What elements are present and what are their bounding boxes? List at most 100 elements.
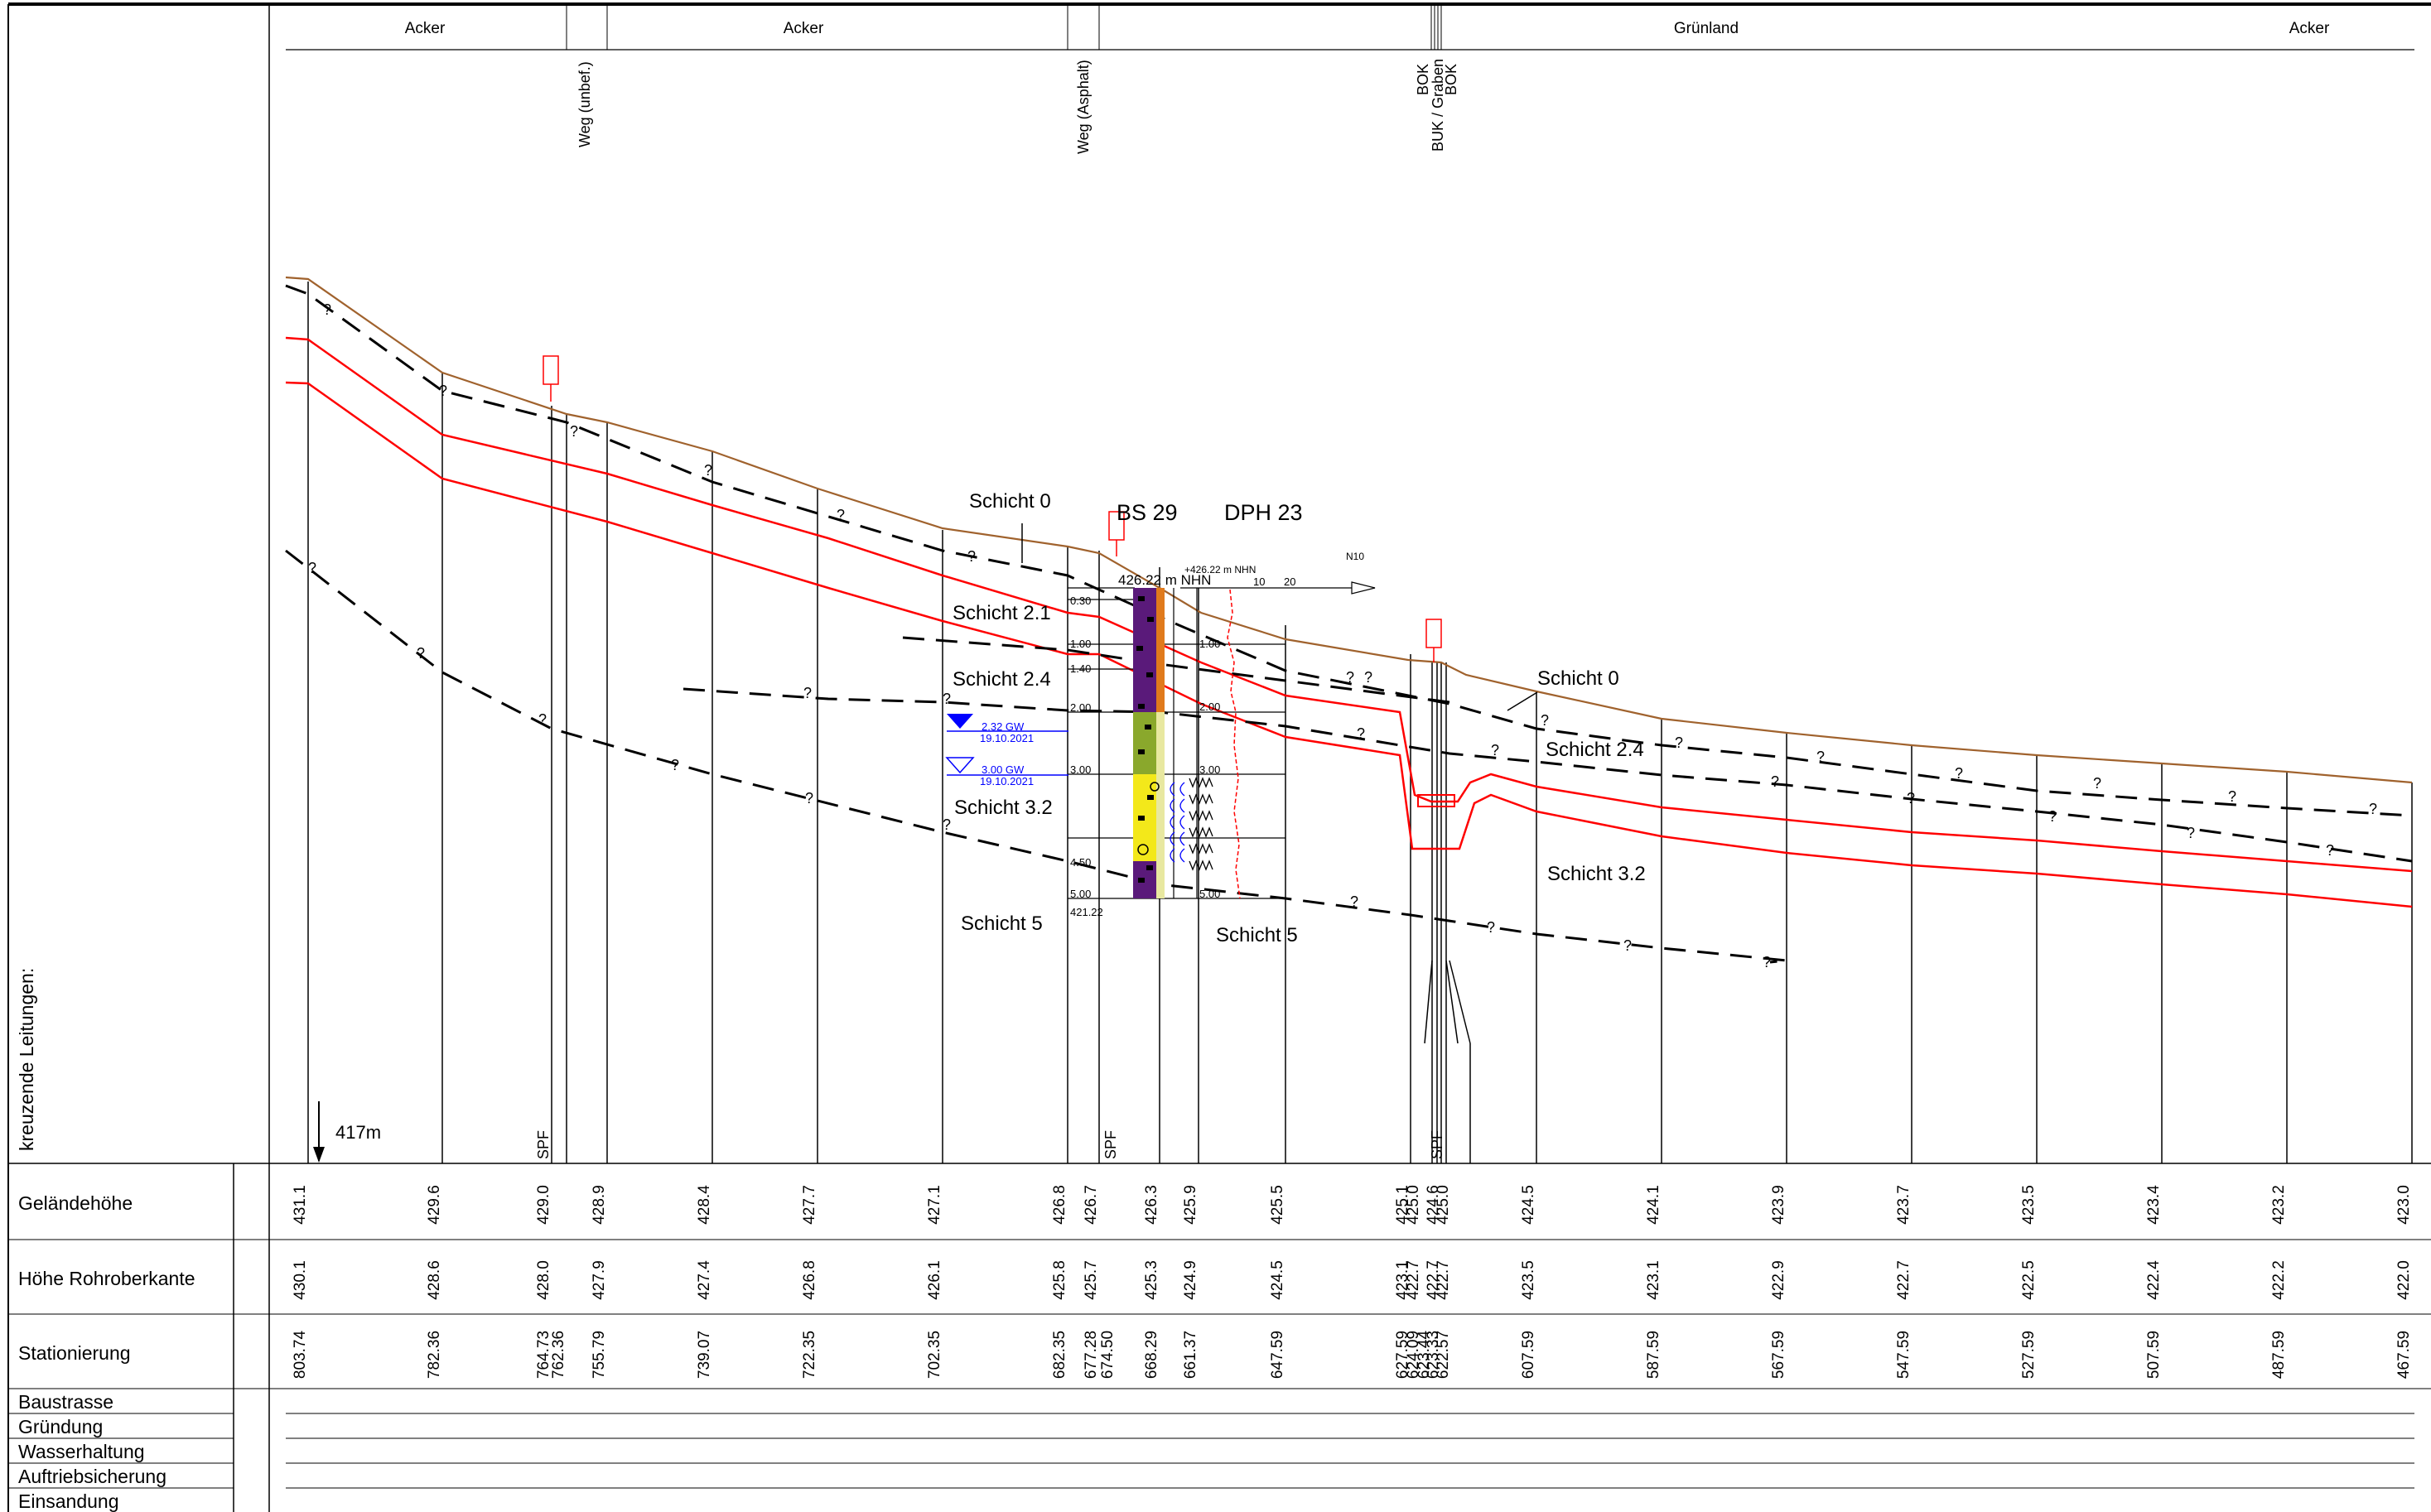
svg-text:2.00: 2.00 bbox=[1199, 701, 1220, 713]
table-cell-s-14: 627.59 bbox=[1394, 1331, 1411, 1379]
svg-text:?: ? bbox=[671, 757, 679, 773]
depth-labels: 0.30 1.00 1.40 2.00 3.00 4.50 5.00 421.2… bbox=[1070, 595, 1220, 918]
svg-text:?: ? bbox=[704, 462, 712, 479]
table-cell-g-15: 425.0 bbox=[1405, 1185, 1422, 1225]
table-cell-g-2: 429.0 bbox=[535, 1185, 552, 1225]
borehole-title: BS 29 bbox=[1117, 500, 1178, 525]
boundary-schicht-2-4 bbox=[902, 636, 1450, 704]
svg-text:?: ? bbox=[308, 560, 316, 576]
row-label-baustrasse: Baustrasse bbox=[18, 1391, 113, 1413]
row-label-gruendung: Gründung bbox=[18, 1416, 103, 1437]
svg-text:?: ? bbox=[1675, 734, 1683, 751]
table-cell-s-12: 661.37 bbox=[1182, 1331, 1199, 1379]
svg-text:5.00: 5.00 bbox=[1070, 888, 1091, 900]
table-cell-r-11: 425.3 bbox=[1143, 1260, 1160, 1300]
table-cell-r-25: 422.2 bbox=[2270, 1260, 2288, 1300]
svg-text:?: ? bbox=[967, 548, 976, 565]
svg-text:?: ? bbox=[538, 711, 547, 728]
table-cell-g-18: 425.0 bbox=[1435, 1185, 1452, 1225]
label-schicht-0: Schicht 0 bbox=[969, 490, 1051, 513]
row-label-einsandung: Einsandung bbox=[18, 1490, 119, 1512]
table-cell-r-24: 422.4 bbox=[2145, 1260, 2163, 1300]
question-marks: ? ? ? ? ? ? ? ? ? ? ? ? ? ? ? ? ? ? ? ? … bbox=[308, 301, 2377, 970]
station-lines bbox=[307, 282, 2413, 1163]
table-cell-g-23: 423.5 bbox=[2020, 1185, 2038, 1225]
table-cell-r-1: 428.6 bbox=[426, 1260, 443, 1300]
row-label-wasserhaltung: Wasserhaltung bbox=[18, 1441, 145, 1462]
svg-text:?: ? bbox=[1816, 749, 1825, 765]
table-cell-r-9: 425.7 bbox=[1083, 1260, 1100, 1300]
table-cell-g-13: 425.5 bbox=[1269, 1185, 1286, 1225]
table-cell-r-20: 423.1 bbox=[1645, 1260, 1662, 1300]
borehole-bs29: BS 29 DPH 23 426.22 m NHN +426.22 m NHN … bbox=[1068, 500, 1376, 918]
table-cell-s-26: 467.59 bbox=[2395, 1331, 2413, 1379]
table-cell-g-14: 425.1 bbox=[1394, 1185, 1411, 1225]
svg-text:?: ? bbox=[417, 645, 425, 662]
survey-markers bbox=[543, 355, 1442, 662]
svg-text:1.00: 1.00 bbox=[1199, 638, 1220, 650]
svg-text:?: ? bbox=[943, 816, 951, 833]
table-cell-g-4: 428.9 bbox=[591, 1185, 608, 1225]
soil-layer-orange bbox=[1156, 588, 1165, 712]
weg-unbef-label: Weg (unbef.) bbox=[576, 61, 593, 147]
table-values: 431.1 430.1 803.74 429.6 428.6 782.36 429.0 428… bbox=[292, 1185, 2413, 1379]
wet-symbols bbox=[1170, 782, 1185, 863]
buk-graben-label: BUK / Graben bbox=[1430, 59, 1446, 152]
svg-text:?: ? bbox=[2048, 808, 2057, 825]
svg-text:?: ? bbox=[1771, 773, 1779, 790]
table-cell-s-25: 487.59 bbox=[2270, 1331, 2288, 1379]
svg-text:?: ? bbox=[1955, 765, 1963, 782]
label-schicht-2-4-right: Schicht 2.4 bbox=[1546, 739, 1644, 761]
svg-text:?: ? bbox=[1763, 954, 1771, 970]
table-cell-g-20: 424.1 bbox=[1645, 1185, 1662, 1225]
terrain-line bbox=[285, 276, 2413, 784]
svg-text:?: ? bbox=[1350, 893, 1358, 910]
table-cell-s-22: 547.59 bbox=[1895, 1331, 1912, 1379]
label-schicht-3-2-right: Schicht 3.2 bbox=[1547, 863, 1646, 885]
spf-label-1: SPF bbox=[535, 1130, 552, 1159]
svg-text:?: ? bbox=[2326, 842, 2334, 859]
table-cell-s-20: 587.59 bbox=[1645, 1331, 1662, 1379]
table-cell-g-25: 423.2 bbox=[2270, 1185, 2288, 1225]
svg-text:?: ? bbox=[323, 301, 331, 318]
table-cell-r-19: 423.5 bbox=[1520, 1260, 1537, 1300]
svg-text:?: ? bbox=[803, 685, 812, 701]
table-cell-g-9: 426.7 bbox=[1083, 1185, 1100, 1225]
svg-text:?: ? bbox=[2093, 775, 2101, 792]
frame bbox=[7, 2, 2431, 1512]
svg-text:3.00: 3.00 bbox=[1199, 763, 1220, 776]
dph-tick-20: 20 bbox=[1284, 575, 1295, 588]
svg-text:3.00: 3.00 bbox=[1070, 763, 1091, 776]
table-cell-g-11: 426.3 bbox=[1143, 1185, 1160, 1225]
svg-text:421.22: 421.22 bbox=[1070, 906, 1103, 918]
dph-curve bbox=[1227, 589, 1241, 899]
weg-asphalt-label: Weg (Asphalt) bbox=[1075, 60, 1092, 154]
table-cell-r-17: 422.7 bbox=[1425, 1260, 1442, 1300]
table-cell-r-12: 424.9 bbox=[1182, 1260, 1199, 1300]
depth-arrow: 417m bbox=[313, 1101, 381, 1163]
top-band: Acker Acker Grünland Acker bbox=[405, 20, 2330, 37]
table-cell-g-1: 429.6 bbox=[426, 1185, 443, 1225]
table-cell-g-26: 423.0 bbox=[2395, 1185, 2413, 1225]
svg-text:?: ? bbox=[1623, 937, 1632, 954]
table-cell-g-21: 423.9 bbox=[1770, 1185, 1787, 1225]
table-cell-s-19: 607.59 bbox=[1520, 1331, 1537, 1379]
groundwater-2-icon bbox=[945, 757, 975, 774]
table-cell-r-23: 422.5 bbox=[2020, 1260, 2038, 1300]
spf-label-2: SPF bbox=[1102, 1130, 1119, 1159]
band-label-acker-2: Acker bbox=[784, 20, 824, 37]
svg-text:?: ? bbox=[837, 507, 845, 523]
band-label-acker-1: Acker bbox=[405, 20, 446, 37]
table-cell-r-7: 426.1 bbox=[926, 1260, 943, 1300]
dph-elevation: +426.22 m NHN bbox=[1184, 564, 1256, 575]
table-cell-r-21: 422.9 bbox=[1770, 1260, 1787, 1300]
layer-labels: Schicht 0 Schicht 2.1 Schicht 2.4 Schich… bbox=[953, 490, 1646, 946]
row-label-auftriebsicherung: Auftriebsicherung bbox=[18, 1466, 166, 1487]
svg-text:?: ? bbox=[1491, 742, 1499, 758]
svg-text:?: ? bbox=[1357, 725, 1365, 742]
svg-text:?: ? bbox=[1346, 669, 1354, 686]
dph-title: DPH 23 bbox=[1224, 500, 1303, 525]
gw1-label: 2.32 GW bbox=[982, 720, 1025, 733]
svg-text:?: ? bbox=[1487, 919, 1495, 936]
